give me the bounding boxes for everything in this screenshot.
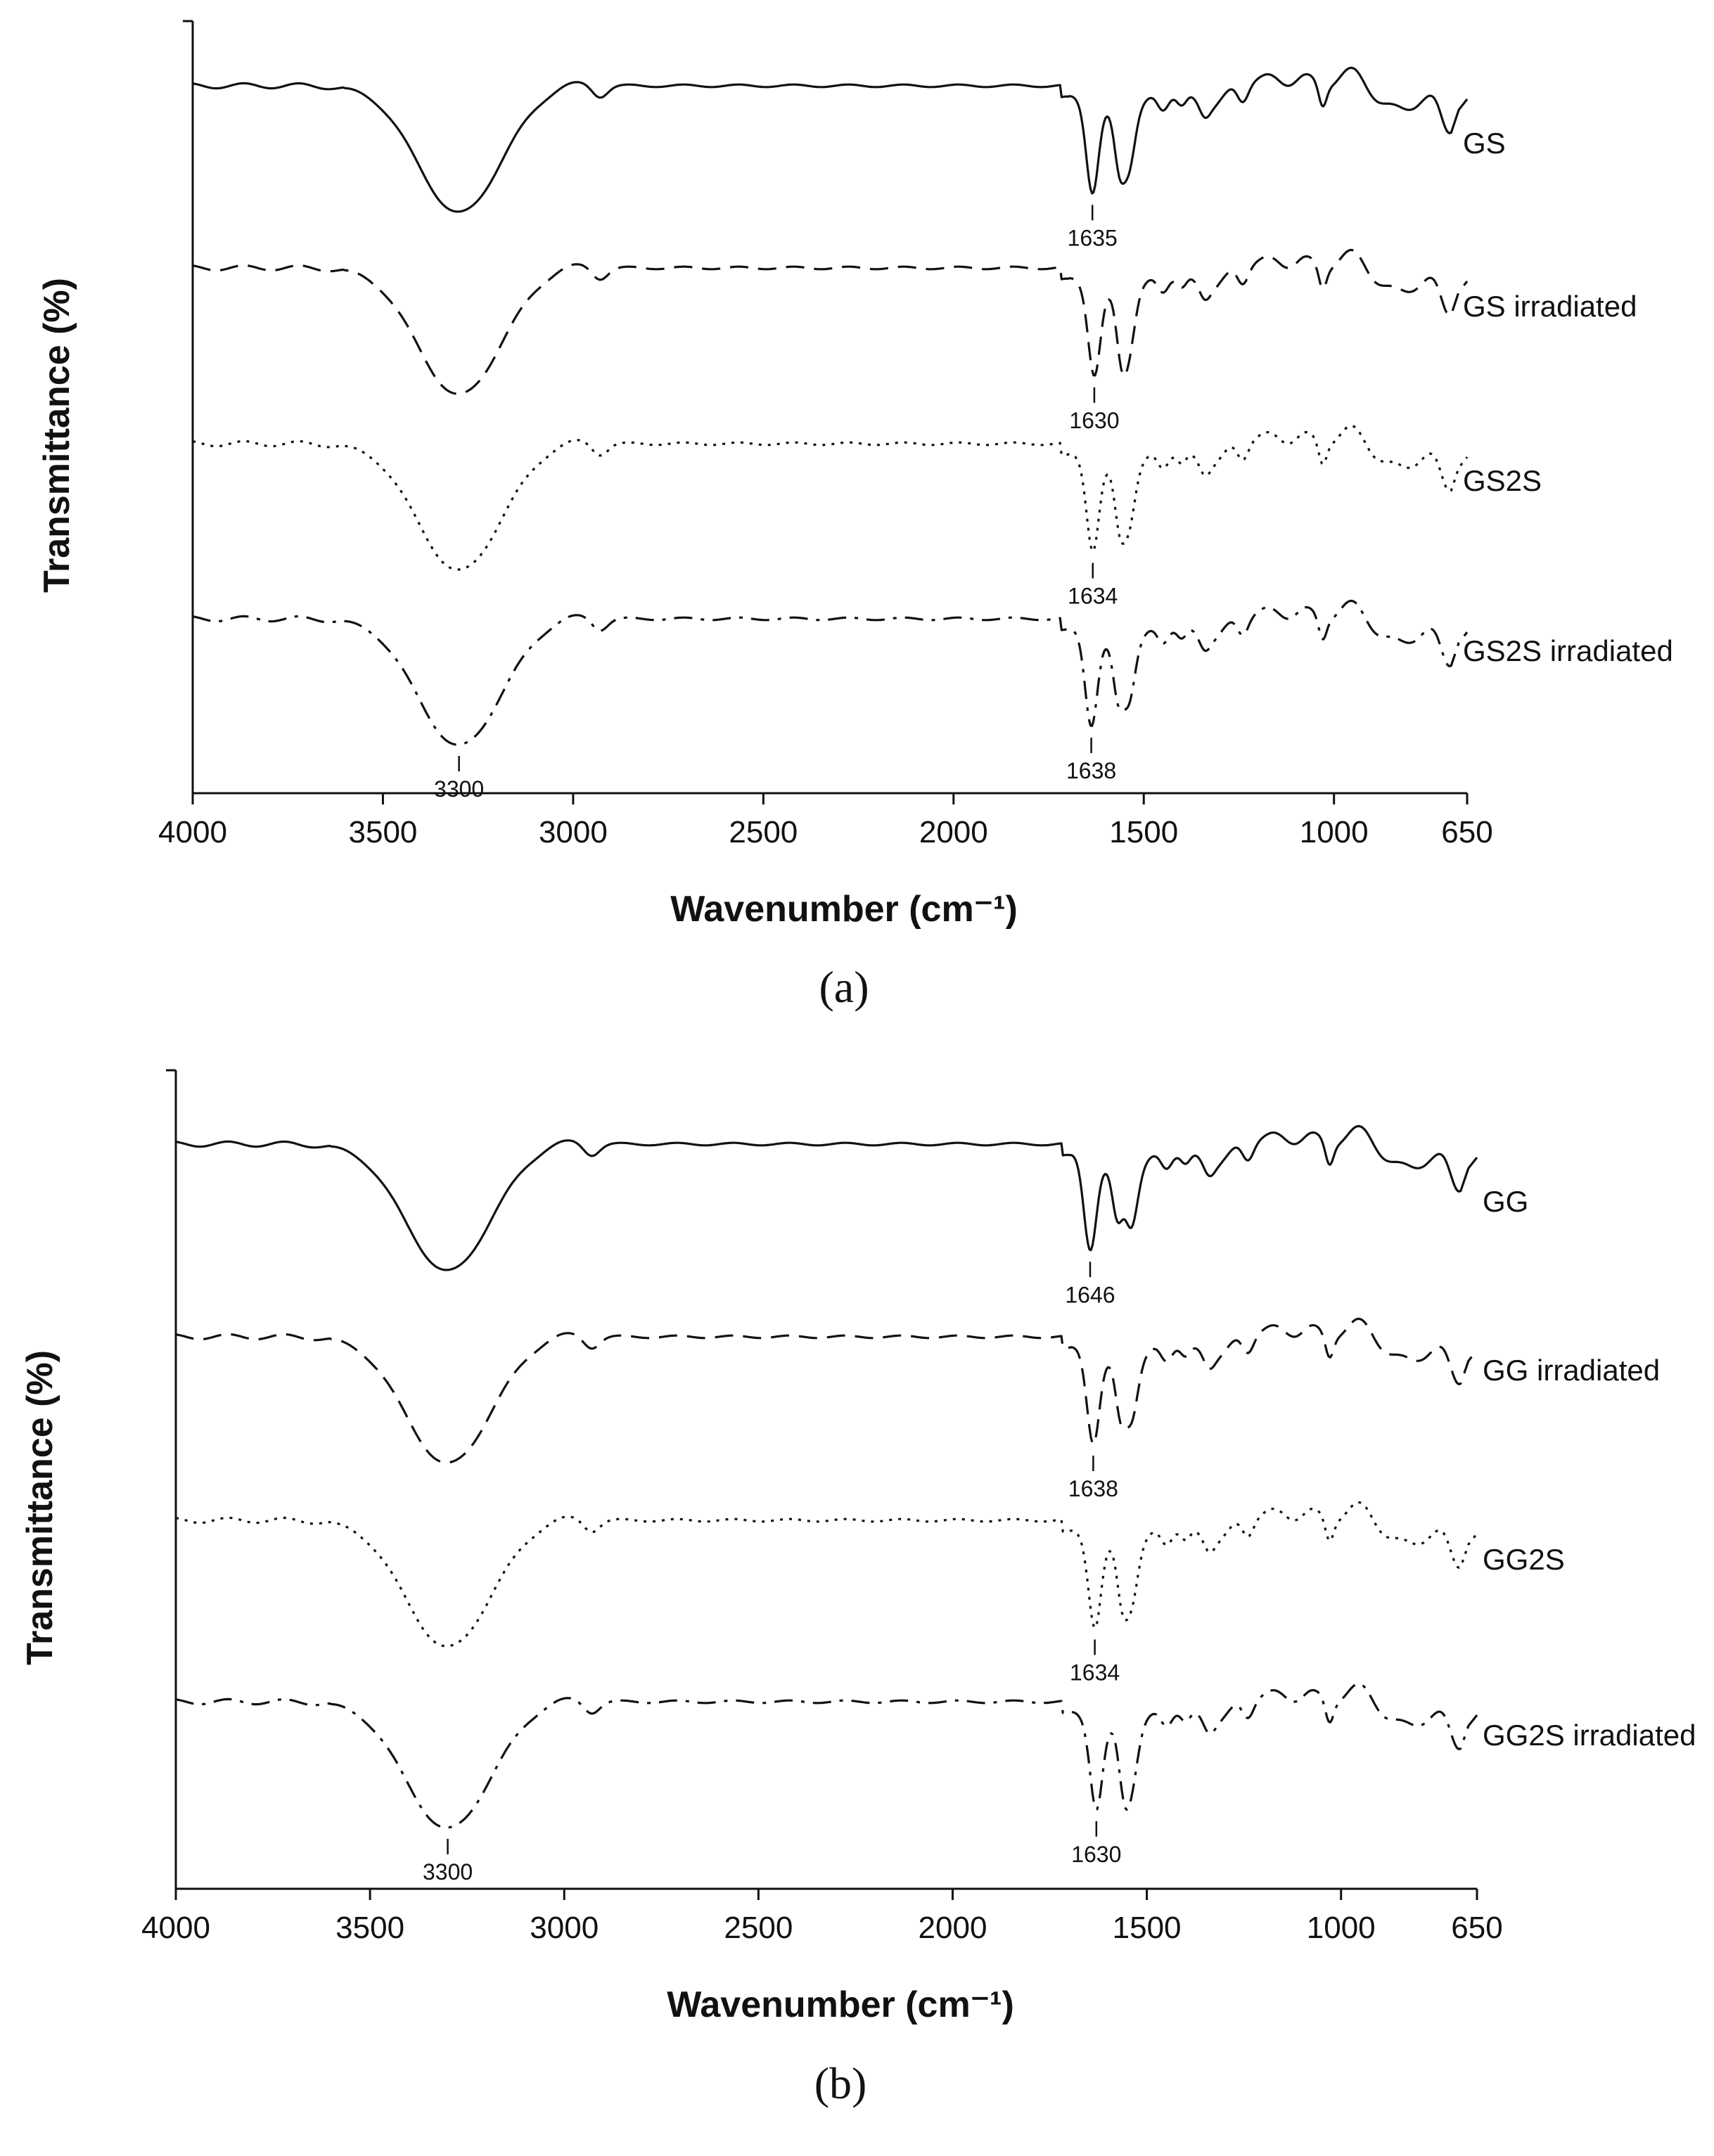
series-line-gs2s-irradiated (192, 599, 1469, 746)
x-tick-label: 650 (1451, 1911, 1502, 1945)
x-tick-label: 2000 (919, 815, 988, 849)
peak-label: 1646 (1065, 1282, 1115, 1307)
series-line-gs2s (192, 424, 1469, 571)
series-label: GG (1483, 1185, 1528, 1218)
x-tick-label: 1500 (1113, 1911, 1182, 1945)
x-tick-label: 3000 (539, 815, 608, 849)
peak-label: 1630 (1071, 1842, 1121, 1867)
x-tick-label: 3000 (530, 1911, 599, 1945)
x-tick-label: 4000 (141, 1911, 210, 1945)
peak-label: 1638 (1066, 758, 1116, 783)
x-tick-label: 2500 (724, 1911, 793, 1945)
x-axis-title: Wavenumber (cm⁻¹) (670, 889, 1018, 930)
series-line-gs (192, 66, 1469, 213)
x-tick-label: 3500 (335, 1911, 404, 1945)
x-tick-label: 4000 (158, 815, 227, 849)
series-label: GS2S irradiated (1463, 634, 1673, 667)
peak-label: 1635 (1068, 225, 1118, 250)
x-tick-label: 1000 (1300, 815, 1369, 849)
peak-label: 1634 (1068, 584, 1118, 609)
series-line-gg-irradiated (175, 1317, 1478, 1464)
y-axis-title: Transmittance (%) (37, 278, 77, 593)
series-label: GG2S irradiated (1483, 1719, 1696, 1752)
peak-label: 1630 (1069, 408, 1119, 433)
series-line-gg (175, 1124, 1478, 1271)
series-label: GS2S (1463, 464, 1542, 497)
y-axis-title: Transmittance (%) (20, 1350, 60, 1665)
peak-label: 1634 (1070, 1660, 1120, 1686)
x-tick-label: 1000 (1307, 1911, 1376, 1945)
series-line-gg2s (175, 1501, 1478, 1648)
panel-label: (a) (819, 962, 869, 1012)
series-label: GG2S (1483, 1543, 1565, 1576)
x-tick-label: 3500 (349, 815, 418, 849)
x-tick-label: 1500 (1109, 815, 1178, 849)
panel-label: (b) (814, 2058, 867, 2108)
chart-panel-b: 4000 3500 3000 2500 2000 1500 1000 650 Wavenumbe… (20, 1069, 1696, 2108)
peak-label: 1638 (1068, 1476, 1118, 1501)
series-line-gs-irradiated (192, 248, 1469, 395)
chart-panel-a: 4000 3500 3000 2500 2000 1500 1000 650 Wavenumbe… (37, 20, 1673, 1012)
series-label: GS (1463, 127, 1506, 160)
x-tick-label: 2500 (729, 815, 798, 849)
series-line-gg2s-irradiated (175, 1682, 1478, 1829)
series-label: GG irradiated (1483, 1354, 1660, 1387)
series-label: GS irradiated (1463, 290, 1637, 323)
x-axis-title: Wavenumber (cm⁻¹) (667, 1984, 1014, 2025)
x-tick-label: 2000 (919, 1911, 987, 1945)
peak-label: 3300 (423, 1859, 473, 1885)
x-tick-label: 650 (1441, 815, 1492, 849)
peak-label: 3300 (434, 776, 484, 802)
